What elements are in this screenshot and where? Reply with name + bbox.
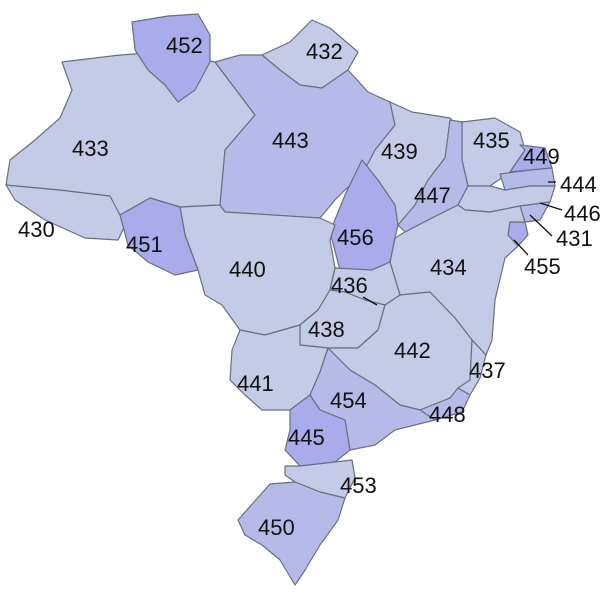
leader-455 (513, 239, 529, 256)
label-441: 441 (237, 371, 274, 396)
label-432: 432 (306, 39, 343, 64)
label-430: 430 (18, 217, 55, 242)
label-449: 449 (523, 144, 560, 169)
label-453: 453 (340, 473, 377, 498)
label-440: 440 (229, 257, 266, 282)
label-446: 446 (564, 201, 601, 226)
label-452: 452 (166, 33, 203, 58)
region-451 (119, 197, 199, 276)
label-443: 443 (272, 128, 309, 153)
label-448: 448 (429, 402, 466, 427)
label-444: 444 (560, 172, 597, 197)
label-437: 437 (469, 358, 506, 383)
region-452 (131, 13, 211, 103)
label-445: 445 (288, 425, 325, 450)
label-433: 433 (72, 136, 109, 161)
label-455: 455 (524, 254, 561, 279)
label-442: 442 (394, 338, 431, 363)
label-450: 450 (258, 515, 295, 540)
label-439: 439 (381, 139, 418, 164)
region-445 (284, 394, 351, 467)
label-454: 454 (330, 388, 367, 413)
label-435: 435 (473, 128, 510, 153)
leader-431 (529, 214, 553, 237)
label-438: 438 (308, 317, 345, 342)
label-434: 434 (430, 255, 467, 280)
label-456: 456 (337, 225, 374, 250)
region-450 (237, 481, 346, 586)
leader-436 (362, 296, 378, 306)
leader-446 (539, 202, 563, 211)
label-451: 451 (126, 232, 163, 257)
label-436: 436 (331, 273, 368, 298)
label-447: 447 (414, 183, 451, 208)
label-431: 431 (556, 226, 593, 251)
region-453 (284, 459, 356, 499)
